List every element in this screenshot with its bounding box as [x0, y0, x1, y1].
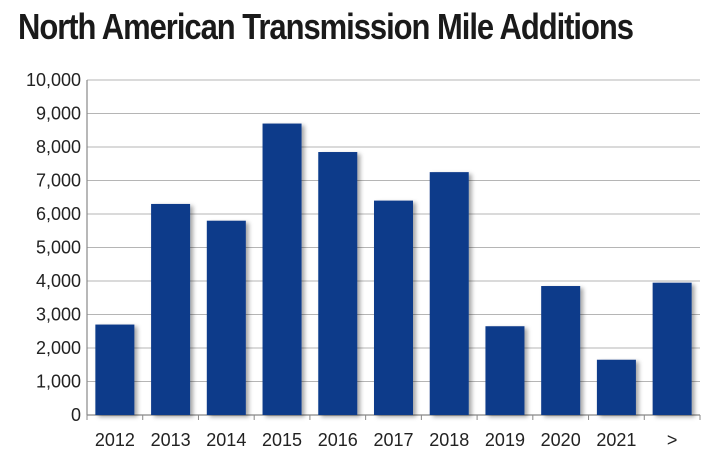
- bar-2020: [541, 286, 581, 415]
- bar-2013: [151, 203, 191, 415]
- bar-2017: [373, 200, 414, 415]
- bars: [95, 123, 692, 416]
- x-tick-label: 2018: [429, 430, 469, 450]
- x-tick-label: 2015: [262, 430, 302, 450]
- y-tick-label: 2,000: [36, 338, 81, 358]
- x-tick-label: 2020: [541, 430, 581, 450]
- bar-2016: [318, 152, 358, 415]
- y-tick-label: 0: [71, 405, 81, 425]
- x-tick-label: 2019: [485, 430, 525, 450]
- y-tick-label: 10,000: [26, 70, 81, 90]
- x-tick-label: 2017: [373, 430, 413, 450]
- x-tick-label: 2012: [95, 430, 135, 450]
- bar-2019: [485, 326, 525, 415]
- x-tick-label: 2021: [596, 430, 636, 450]
- x-tick-label: 2013: [151, 430, 191, 450]
- bar-2018: [429, 172, 469, 415]
- x-tick-label: 2016: [318, 430, 358, 450]
- x-tick-label: 2014: [206, 430, 246, 450]
- y-tick-label: 6,000: [36, 204, 81, 224]
- y-tick-label: 3,000: [36, 305, 81, 325]
- bar-more: [652, 282, 692, 415]
- bar-2014: [206, 220, 246, 415]
- y-tick-label: 9,000: [36, 104, 81, 124]
- bar-2015: [262, 123, 302, 416]
- x-tick-label: >: [667, 430, 678, 450]
- y-tick-label: 7,000: [36, 171, 81, 191]
- y-tick-label: 5,000: [36, 238, 81, 258]
- y-tick-label: 4,000: [36, 271, 81, 291]
- x-tick-labels: 2012 2013 2014 2015 2016 2017 2018 2019 2020 2021…: [95, 430, 678, 450]
- y-tick-label: 8,000: [36, 137, 81, 157]
- y-tick-label: 1,000: [36, 372, 81, 392]
- y-tick-labels: 0 1,000 2,000 3,000 4,000 5,000 6,000 7,000 8,00…: [26, 70, 81, 425]
- bar-2021: [596, 359, 636, 415]
- chart-title: North American Transmission Mile Additio…: [18, 6, 634, 47]
- bar-2012: [95, 324, 135, 415]
